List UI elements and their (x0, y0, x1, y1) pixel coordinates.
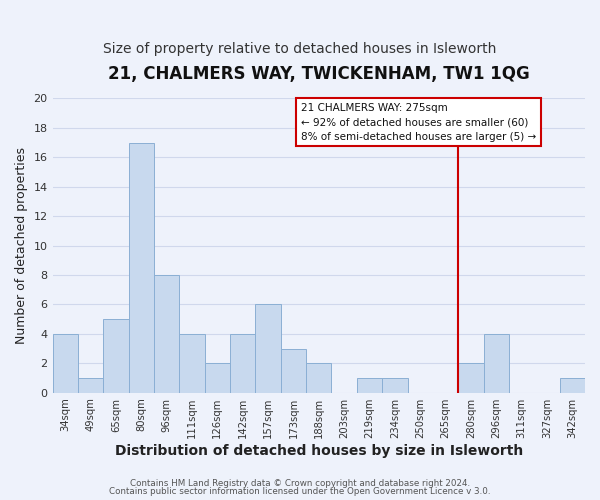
Bar (382, 378, 407, 392)
Text: Contains HM Land Registry data © Crown copyright and database right 2024.: Contains HM Land Registry data © Crown c… (130, 478, 470, 488)
Bar (357, 378, 382, 392)
Bar (256, 304, 281, 392)
Bar (78, 378, 103, 392)
Bar (103, 319, 128, 392)
Bar (128, 142, 154, 392)
Bar (281, 348, 306, 393)
Bar (154, 275, 179, 392)
Y-axis label: Number of detached properties: Number of detached properties (15, 147, 28, 344)
Bar (458, 364, 484, 392)
Text: 21 CHALMERS WAY: 275sqm
← 92% of detached houses are smaller (60)
8% of semi-det: 21 CHALMERS WAY: 275sqm ← 92% of detache… (301, 103, 536, 142)
Title: 21, CHALMERS WAY, TWICKENHAM, TW1 1QG: 21, CHALMERS WAY, TWICKENHAM, TW1 1QG (108, 65, 530, 83)
Text: Size of property relative to detached houses in Isleworth: Size of property relative to detached ho… (103, 42, 497, 56)
Text: Contains public sector information licensed under the Open Government Licence v : Contains public sector information licen… (109, 487, 491, 496)
Bar (53, 334, 78, 392)
Bar (179, 334, 205, 392)
Bar (306, 364, 331, 392)
Bar (560, 378, 585, 392)
Bar (230, 334, 256, 392)
Bar (484, 334, 509, 392)
Bar (205, 364, 230, 392)
X-axis label: Distribution of detached houses by size in Isleworth: Distribution of detached houses by size … (115, 444, 523, 458)
